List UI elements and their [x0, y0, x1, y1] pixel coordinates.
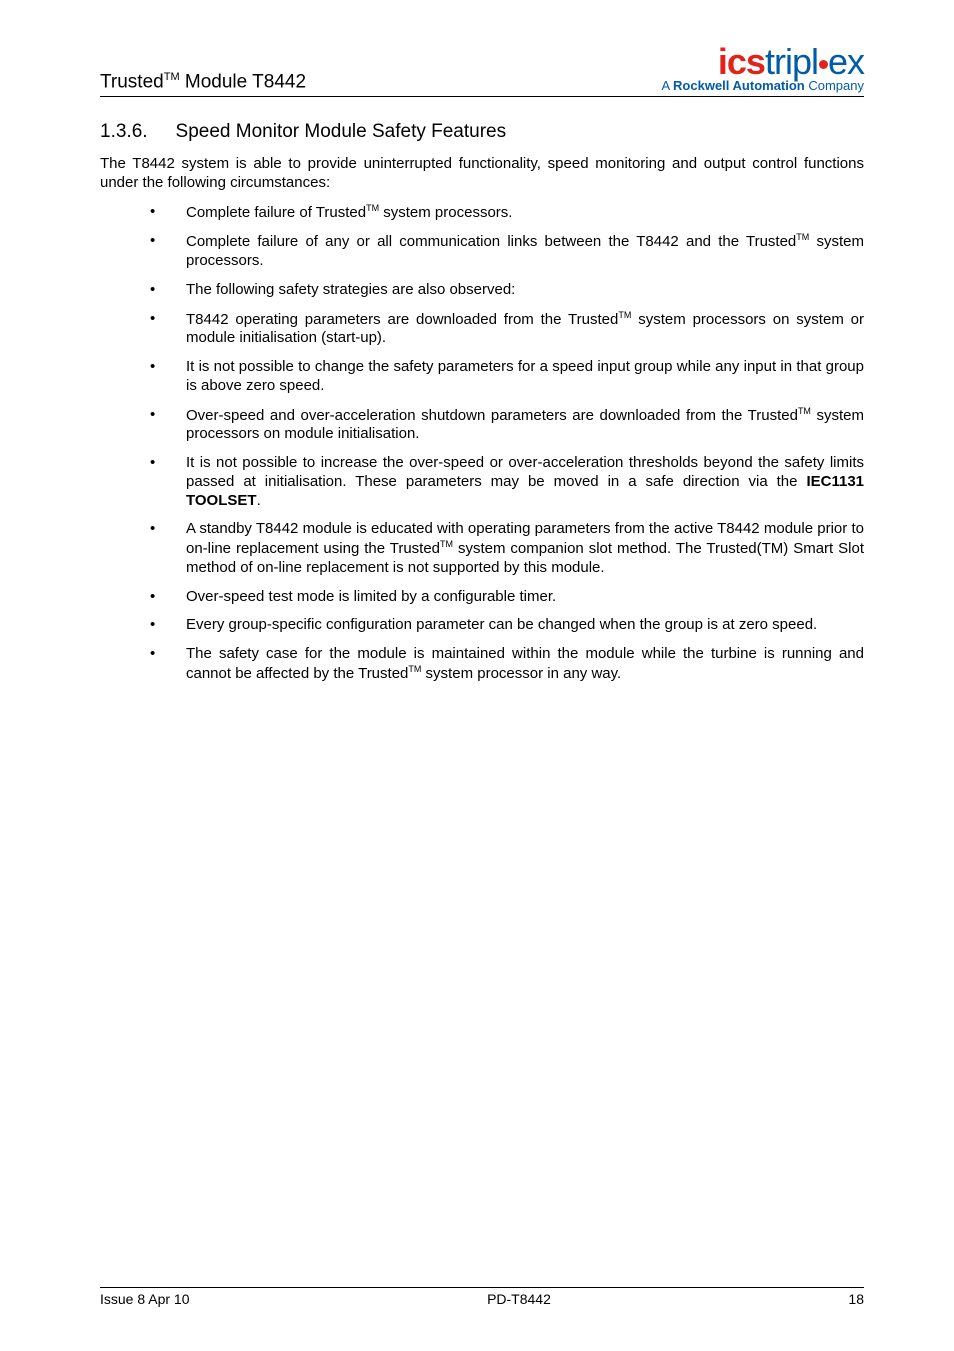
list-item: A standby T8442 module is educated with …: [150, 520, 864, 577]
list-item: Over-speed and over-acceleration shutdow…: [150, 406, 864, 445]
header-left-pre: Trusted: [100, 71, 164, 92]
logo-tripl: tripl: [765, 41, 818, 82]
footer-center: PD-T8442: [487, 1291, 551, 1307]
bullet-list: Complete failure of TrustedTM system pro…: [100, 203, 864, 684]
logo: icstriplex A Rockwell Automation Company: [661, 44, 864, 93]
superscript-tm: TM: [796, 232, 809, 242]
header-left-tm: TM: [164, 71, 180, 83]
logo-ex: ex: [828, 41, 864, 82]
logo-dot-icon: [819, 60, 828, 69]
text-segment: .: [257, 492, 261, 509]
superscript-tm: TM: [798, 406, 811, 416]
header-left-title: TrustedTM Module T8442: [100, 71, 306, 93]
page: TrustedTM Module T8442 icstriplex A Rock…: [0, 0, 954, 1351]
logo-ics: ics: [718, 41, 765, 82]
logo-triplex: triplex: [765, 41, 864, 82]
text-segment: Every group-specific configuration param…: [186, 616, 817, 633]
list-item: The following safety strategies are also…: [150, 281, 864, 300]
section-heading: 1.3.6. Speed Monitor Module Safety Featur…: [100, 121, 864, 143]
section-title-text: Speed Monitor Module Safety Features: [176, 121, 507, 142]
list-item: It is not possible to change the safety …: [150, 358, 864, 396]
logo-text: icstriplex: [661, 44, 864, 80]
text-segment: Complete failure of Trusted: [186, 204, 366, 221]
logo-sub-bold: Rockwell Automation: [673, 78, 805, 93]
list-item: Complete failure of TrustedTM system pro…: [150, 203, 864, 223]
intro-paragraph: The T8442 system is able to provide unin…: [100, 155, 864, 193]
text-segment: The following safety strategies are also…: [186, 281, 515, 298]
logo-sub-company: Company: [805, 78, 864, 93]
text-segment: Complete failure of any or all communica…: [186, 233, 796, 250]
logo-sub-a: A: [661, 78, 673, 93]
superscript-tm: TM: [366, 203, 379, 213]
text-segment: Over-speed test mode is limited by a con…: [186, 588, 556, 605]
list-item: Complete failure of any or all communica…: [150, 232, 864, 271]
list-item: It is not possible to increase the over-…: [150, 454, 864, 510]
section-number: 1.3.6.: [100, 121, 148, 143]
superscript-tm: TM: [408, 664, 421, 674]
text-segment: T8442 operating parameters are downloade…: [186, 311, 618, 328]
superscript-tm: TM: [440, 539, 453, 549]
list-item: Every group-specific configuration param…: [150, 616, 864, 635]
list-item: Over-speed test mode is limited by a con…: [150, 588, 864, 607]
text-segment: It is not possible to increase the over-…: [186, 454, 864, 490]
page-footer: Issue 8 Apr 10 PD-T8442 18: [100, 1287, 864, 1307]
superscript-tm: TM: [618, 310, 631, 320]
footer-left: Issue 8 Apr 10: [100, 1291, 190, 1307]
footer-right: 18: [848, 1291, 864, 1307]
logo-subtitle: A Rockwell Automation Company: [661, 78, 864, 93]
text-segment: system processors.: [379, 204, 512, 221]
list-item: T8442 operating parameters are downloade…: [150, 310, 864, 349]
page-header: TrustedTM Module T8442 icstriplex A Rock…: [100, 44, 864, 97]
header-left-post: Module T8442: [180, 71, 306, 92]
text-segment: It is not possible to change the safety …: [186, 358, 864, 394]
text-segment: system processor in any way.: [421, 665, 621, 682]
text-segment: Over-speed and over-acceleration shutdow…: [186, 407, 798, 424]
list-item: The safety case for the module is mainta…: [150, 645, 864, 684]
